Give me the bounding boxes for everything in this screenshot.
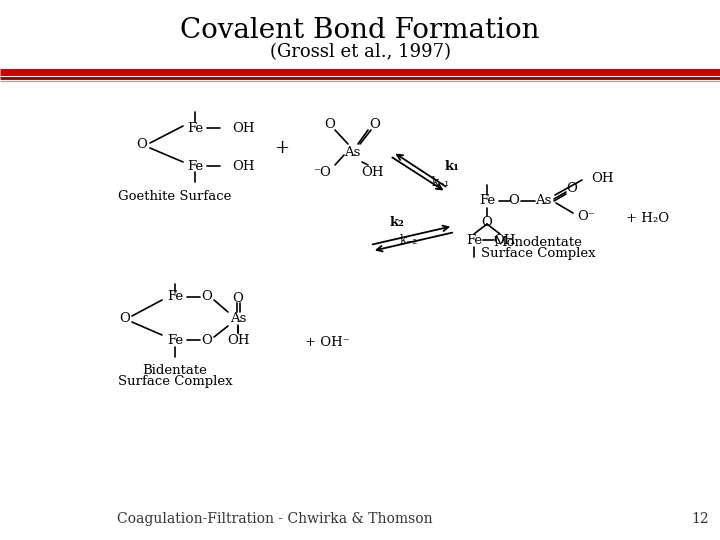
Text: (Grossl et al., 1997): (Grossl et al., 1997)	[269, 43, 451, 61]
Text: O: O	[202, 291, 212, 303]
Text: + H₂O: + H₂O	[626, 212, 670, 225]
Text: OH: OH	[361, 165, 383, 179]
Text: O: O	[233, 292, 243, 305]
Text: O: O	[482, 215, 492, 228]
Text: O: O	[325, 118, 336, 132]
Text: O: O	[567, 181, 577, 194]
Text: Goethite Surface: Goethite Surface	[118, 191, 232, 204]
Text: OH: OH	[227, 334, 249, 347]
Text: As: As	[535, 194, 552, 207]
Text: k₂: k₂	[390, 215, 405, 228]
Text: Fe: Fe	[167, 334, 183, 347]
Text: Surface Complex: Surface Complex	[481, 247, 595, 260]
Text: +: +	[274, 139, 289, 157]
Text: O: O	[137, 138, 148, 152]
Text: Fe: Fe	[167, 291, 183, 303]
Text: OH: OH	[232, 159, 254, 172]
Text: O: O	[202, 334, 212, 347]
Text: Fe: Fe	[479, 194, 495, 207]
Text: OH: OH	[591, 172, 613, 185]
Text: Fe: Fe	[187, 159, 203, 172]
Text: Surface Complex: Surface Complex	[117, 375, 233, 388]
Text: OH: OH	[232, 122, 254, 134]
Text: OH: OH	[494, 233, 516, 246]
Text: 12: 12	[691, 512, 708, 526]
Text: Coagulation-Filtration - Chwirka & Thomson: Coagulation-Filtration - Chwirka & Thoms…	[117, 512, 433, 526]
Text: O⁻: O⁻	[577, 211, 595, 224]
Text: As: As	[344, 145, 360, 159]
Text: Fe: Fe	[187, 122, 203, 134]
Text: k₋₂: k₋₂	[400, 233, 418, 246]
Text: Bidentate: Bidentate	[143, 363, 207, 376]
Text: O: O	[120, 313, 130, 326]
Text: Covalent Bond Formation: Covalent Bond Formation	[180, 17, 540, 44]
Text: O: O	[369, 118, 380, 132]
Text: + OH⁻: + OH⁻	[305, 335, 350, 348]
Text: O: O	[508, 194, 519, 207]
Text: k₋₁: k₋₁	[432, 176, 450, 188]
Text: Monodentate: Monodentate	[494, 235, 582, 248]
Text: Fe: Fe	[466, 233, 482, 246]
Text: As: As	[230, 313, 246, 326]
Text: ⁻O: ⁻O	[313, 165, 331, 179]
Text: k₁: k₁	[445, 160, 460, 173]
